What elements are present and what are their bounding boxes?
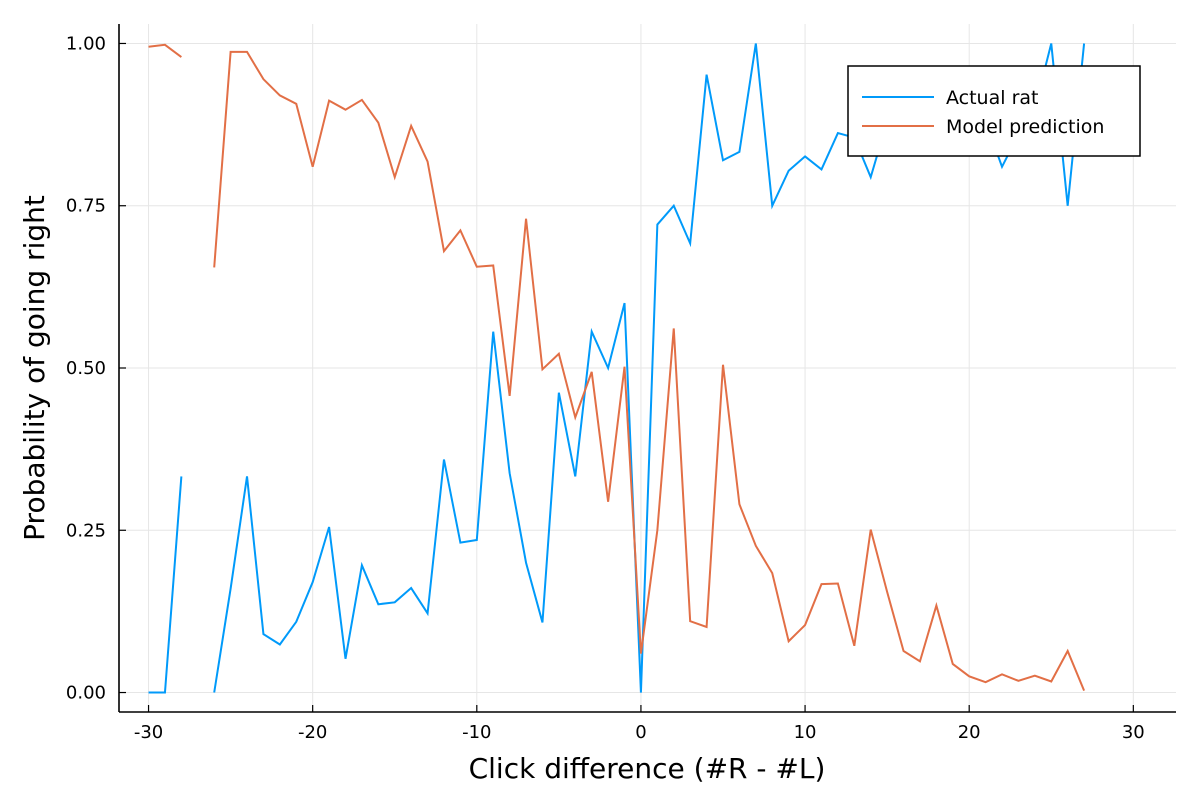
x-tick-label: 10 [794, 722, 817, 743]
x-tick-label: -30 [134, 722, 163, 743]
legend-label-actual-rat: Actual rat [946, 87, 1038, 109]
y-tick-label: 0.25 [66, 520, 106, 541]
x-tick-label: 0 [635, 722, 646, 743]
y-tick-label: 0.75 [66, 196, 106, 217]
y-tick-label: 0.00 [66, 683, 106, 704]
legend: Actual rat Model prediction [847, 65, 1141, 157]
legend-label-model-prediction: Model prediction [946, 116, 1104, 138]
x-tick-label: 30 [1122, 722, 1145, 743]
y-axis-title: Probability of going right [18, 195, 51, 541]
tick-labels: -30 -20 -10 0 10 20 30 0.00 0.25 0.50 0.75 1.00 [66, 33, 1145, 743]
y-tick-label: 1.00 [66, 33, 106, 54]
x-tick-label: -20 [298, 722, 327, 743]
legend-box [847, 65, 1141, 157]
series-line-model-prediction [148, 43, 1086, 691]
y-tick-label: 0.50 [66, 358, 106, 379]
x-tick-label: -10 [462, 722, 491, 743]
x-tick-label: 20 [958, 722, 981, 743]
x-axis-title: Click difference (#R - #L) [469, 752, 826, 785]
